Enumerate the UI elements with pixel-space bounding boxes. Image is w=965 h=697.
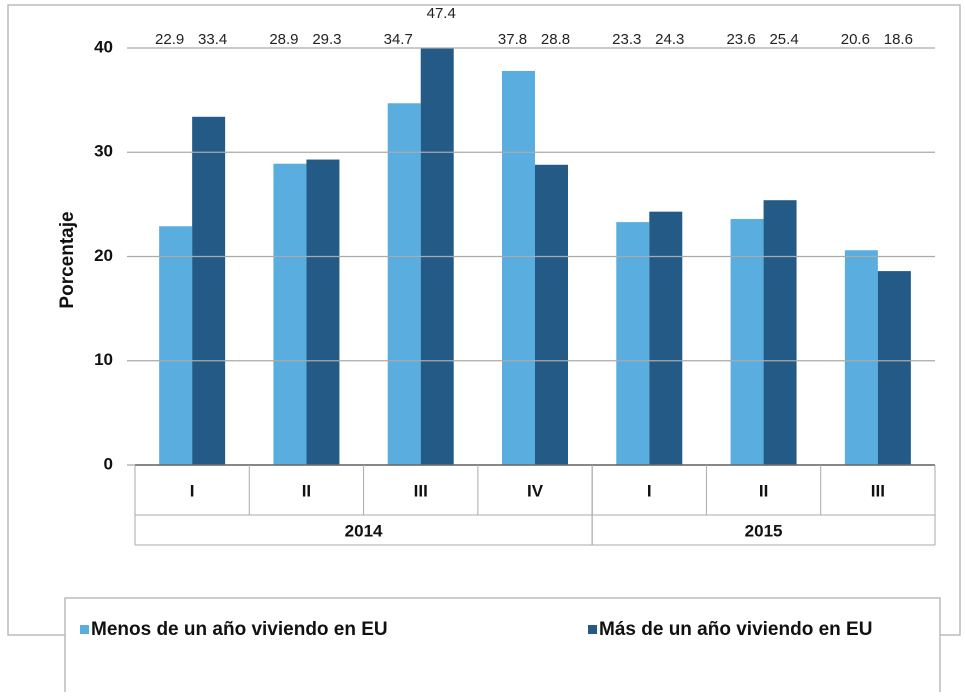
bar <box>763 200 797 465</box>
x-tick-label: I <box>190 481 195 500</box>
bar <box>502 70 535 465</box>
y-tick-label: 0 <box>104 454 113 473</box>
legend-label: Menos de un año viviendo en EU <box>91 619 388 640</box>
x-tick-label: I <box>647 481 652 500</box>
bar <box>844 250 878 465</box>
value-label: 18.6 <box>884 31 913 48</box>
bar <box>877 271 911 465</box>
value-label: 23.3 <box>612 31 641 48</box>
legend-swatch <box>588 625 597 634</box>
legend-box <box>64 597 941 697</box>
value-label: 28.9 <box>269 31 298 48</box>
x-tick-label: II <box>302 481 311 500</box>
y-tick-label: 30 <box>94 142 113 161</box>
x-tick-label: II <box>759 481 768 500</box>
bar <box>730 218 764 465</box>
y-tick-label: 10 <box>94 350 113 369</box>
value-label: 22.9 <box>155 31 184 48</box>
y-tick-label: 20 <box>94 246 113 265</box>
bar <box>616 222 650 465</box>
x-group-label: 2014 <box>345 521 383 540</box>
value-label: 25.4 <box>769 31 798 48</box>
value-label: 29.3 <box>312 31 341 48</box>
value-label: 20.6 <box>841 31 870 48</box>
x-tick-label: IV <box>527 481 544 500</box>
bar <box>649 211 683 465</box>
legend-swatch <box>80 625 89 634</box>
value-label: 47.4 <box>427 5 456 22</box>
x-tick-label: III <box>414 481 428 500</box>
value-label: 33.4 <box>198 31 227 48</box>
x-tick-label: III <box>871 481 885 500</box>
bar <box>535 164 568 465</box>
value-label: 37.8 <box>498 31 527 48</box>
bar <box>159 226 193 465</box>
value-label: 34.7 <box>384 31 413 48</box>
value-label: 24.3 <box>655 31 684 48</box>
value-label: 28.8 <box>541 31 570 48</box>
bar <box>420 48 454 465</box>
y-axis-label: Porcentaje <box>57 211 78 308</box>
y-tick-label: 40 <box>94 37 113 56</box>
bar <box>273 163 307 465</box>
bar <box>306 159 340 465</box>
chart-frame <box>7 4 961 636</box>
value-label: 23.6 <box>726 31 755 48</box>
x-group-label: 2015 <box>745 521 783 540</box>
bar <box>387 103 421 465</box>
legend-label: Más de un año viviendo en EU <box>599 619 872 640</box>
plot-area <box>159 48 911 465</box>
bar <box>192 116 226 465</box>
